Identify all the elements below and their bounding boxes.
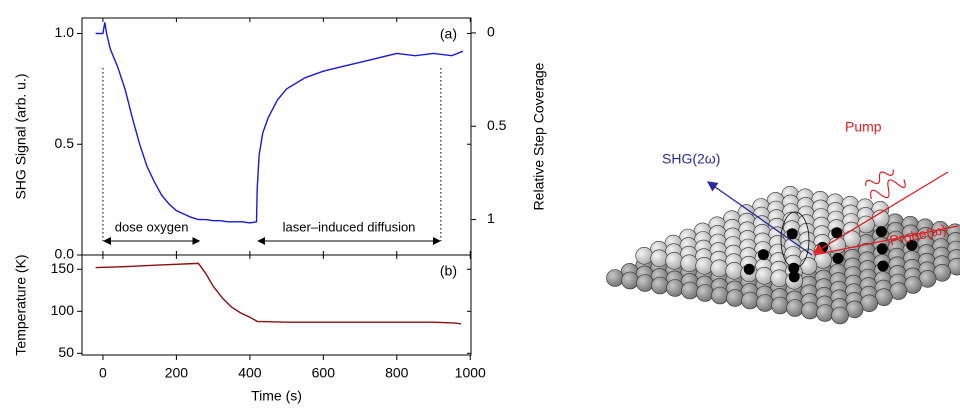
atom — [711, 286, 729, 305]
atom — [681, 281, 699, 300]
adsorbate — [831, 227, 843, 239]
annotation-text: laser–induced diffusion — [283, 219, 416, 234]
y-tick-label: 0.5 — [55, 135, 75, 151]
x-tick-label: 800 — [385, 365, 409, 381]
adsorbate — [788, 271, 800, 283]
atom — [726, 289, 744, 307]
x-tick-label: 0 — [99, 365, 107, 381]
atom — [786, 299, 804, 317]
atom — [621, 271, 639, 290]
y2-axis-label: Relative Step Coverage — [531, 62, 547, 210]
atom — [801, 301, 819, 320]
atom — [770, 269, 789, 288]
y2-tick-label: 0.5 — [487, 117, 507, 133]
adsorbate — [877, 260, 889, 272]
atom — [606, 269, 624, 287]
y-axis-label: SHG Signal (arb. u.) — [13, 73, 29, 199]
atom — [755, 266, 774, 285]
surface-diagram — [606, 186, 960, 325]
x-axis-label: Time (s) — [251, 388, 302, 404]
atom — [816, 304, 834, 322]
adsorbate — [743, 263, 755, 275]
y-tick-label: 150 — [51, 260, 75, 276]
panel-label: (a) — [440, 26, 457, 42]
y-tick-label: 100 — [51, 302, 75, 318]
x-tick-label: 400 — [238, 365, 262, 381]
annotation-text: dose oxygen — [115, 219, 189, 234]
adsorbate — [876, 243, 888, 255]
adsorbate — [906, 239, 918, 251]
y2-tick-label: 1 — [487, 210, 495, 226]
atom — [741, 291, 759, 310]
atom — [635, 247, 654, 265]
adsorbate — [832, 253, 844, 264]
atom — [666, 279, 684, 297]
spot-outline — [780, 211, 810, 269]
data-line — [95, 262, 462, 325]
data-line — [95, 22, 464, 224]
atom — [710, 259, 729, 278]
adsorbate — [786, 228, 798, 240]
shg-beam — [706, 181, 813, 256]
atom — [771, 296, 789, 315]
adsorbate — [875, 226, 887, 238]
y-axis-label: Temperature (K) — [13, 254, 29, 355]
y-tick-label: 50 — [58, 344, 74, 360]
atom — [725, 261, 744, 280]
y-tick-label: 0.0 — [55, 246, 75, 262]
atom — [650, 249, 669, 268]
shg-label: SHG(2ω) — [662, 151, 720, 167]
probe-beam — [813, 225, 959, 256]
atom — [651, 276, 669, 295]
atom — [696, 284, 714, 302]
pump-beam — [812, 171, 949, 254]
y-tick-label: 1.0 — [55, 24, 75, 40]
atom — [831, 306, 849, 325]
plot-frame — [81, 254, 472, 356]
x-tick-label: 1000 — [455, 365, 486, 381]
atom — [665, 251, 684, 270]
atom — [636, 274, 654, 292]
pump-label: Pump — [845, 119, 882, 135]
atom — [756, 294, 774, 312]
x-tick-label: 600 — [312, 365, 336, 381]
y2-tick-label: 0 — [487, 24, 495, 40]
atom — [680, 254, 699, 273]
pump-pulse — [865, 169, 906, 200]
x-tick-label: 200 — [165, 365, 189, 381]
atom — [695, 256, 714, 275]
panel-label: (b) — [440, 263, 457, 279]
adsorbate — [757, 249, 769, 261]
